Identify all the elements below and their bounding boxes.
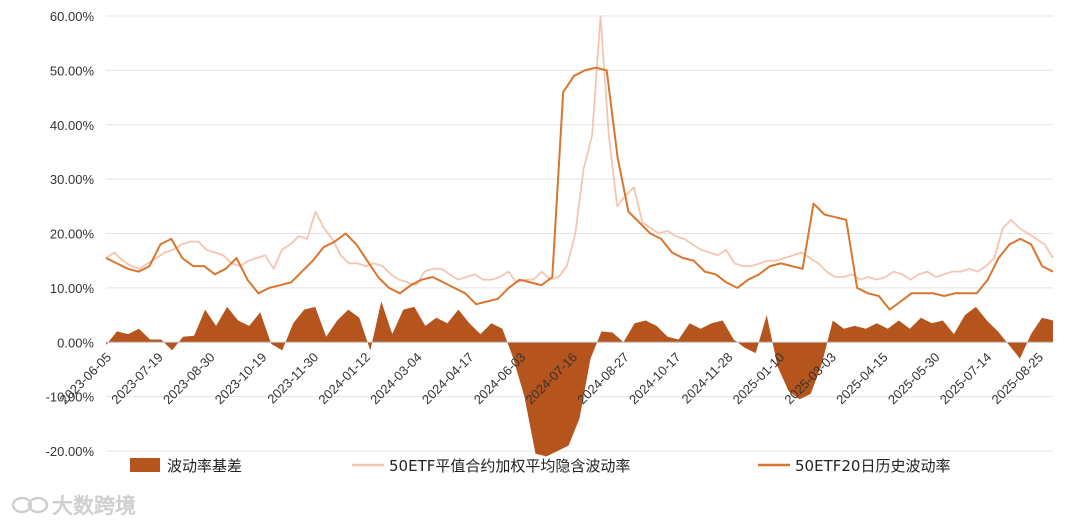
series-basis-area [106,301,1053,457]
y-tick-label: 10.00% [50,281,95,296]
y-axis-labels: -20.00% -10.00% 0.00% 10.00% 20.00% 30.00% 40.… [46,9,95,459]
basis-area-series [106,301,1053,457]
x-tick-label: 2023-10-19 [212,350,270,408]
x-tick-label: 2025-08-25 [988,350,1046,408]
x-tick-label: 2025-04-15 [833,350,891,408]
y-tick-label: 40.00% [50,118,95,133]
x-tick-label: 2023-08-30 [160,350,218,408]
x-tick-label: 2024-10-17 [626,350,684,408]
y-tick-label: 0.00% [57,335,94,350]
x-tick-label: 2025-01-10 [730,350,788,408]
y-tick-label: 30.00% [50,172,95,187]
watermark: 大数跨境 [11,494,136,518]
series-implied-vol-line [105,15,1054,287]
line-series [105,15,1054,343]
x-tick-label: 2023-11-30 [264,350,321,407]
series-historical-vol-line [105,66,1054,311]
infinity-logo-icon [11,496,49,514]
y-tick-label: -20.00% [46,444,95,459]
legend-swatch-basis [130,458,160,472]
legend-item-iv: 50ETF平值合约加权平均隐含波动率 [352,457,630,475]
x-tick-label: 2024-11-28 [678,350,735,407]
legend-label-hv: 50ETF20日历史波动率 [795,457,950,475]
y-tick-label: -10.00% [46,390,95,405]
legend-label-basis: 波动率基差 [167,457,242,475]
x-tick-label: 2024-03-04 [367,350,425,408]
legend-label-iv: 50ETF平值合约加权平均隐含波动率 [389,457,630,475]
x-tick-label: 2025-07-14 [937,350,995,408]
watermark-text: 大数跨境 [52,494,136,518]
legend-item-hv: 50ETF20日历史波动率 [758,457,950,475]
x-tick-label: 2025-05-30 [885,350,943,408]
x-tick-label: 2024-01-12 [315,350,373,408]
legend-item-basis: 波动率基差 [130,457,242,475]
legend: 波动率基差 50ETF平值合约加权平均隐含波动率 50ETF20日历史波动率 [130,457,950,475]
y-tick-label: 20.00% [50,227,95,242]
y-tick-label: 50.00% [50,63,95,78]
x-tick-label: 2023-07-19 [108,350,166,408]
x-tick-label: 2024-04-17 [419,350,477,408]
y-tick-label: 60.00% [50,9,95,24]
